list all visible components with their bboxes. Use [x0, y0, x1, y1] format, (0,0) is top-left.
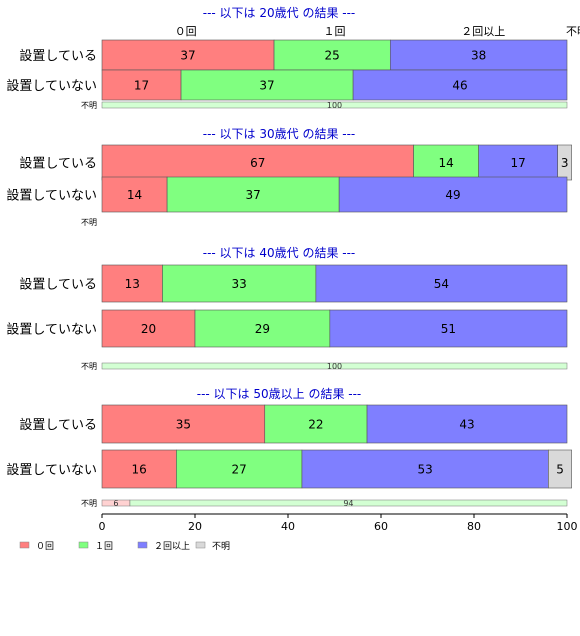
data-label: 13 — [125, 277, 140, 291]
data-label: 35 — [176, 418, 191, 432]
bar-segment — [264, 404, 368, 444]
bar-segment — [101, 309, 196, 348]
bar-segment — [162, 264, 317, 303]
bar-segment — [101, 449, 177, 489]
top-category-label: 不明 — [566, 25, 580, 38]
unknown-bar-segment — [101, 101, 568, 109]
data-label: 22 — [308, 418, 323, 432]
data-label: 14 — [438, 156, 453, 170]
bar-segment — [101, 144, 414, 181]
row-label: 設置していない — [6, 462, 97, 478]
legend-swatch — [137, 541, 148, 549]
panel-title: --- 以下は 20歳代 の結果 --- — [203, 6, 356, 20]
bar-segment — [548, 449, 572, 489]
bar-segment — [101, 404, 266, 444]
bar-segment — [413, 144, 479, 181]
row-label: 設置している — [19, 277, 97, 293]
x-tick-label: 40 — [281, 520, 295, 533]
data-label: 49 — [445, 188, 460, 202]
row-label: 設置していない — [6, 188, 97, 204]
data-label: 37 — [259, 79, 274, 93]
data-label: 67 — [250, 156, 265, 170]
bar-segment — [273, 39, 391, 71]
bar-segment — [194, 309, 331, 348]
legend-label: ２回以上 — [154, 541, 190, 552]
top-category-label: ２回以上 — [461, 25, 505, 38]
data-label: 16 — [132, 463, 147, 477]
data-label: 29 — [255, 322, 270, 336]
legend-label: １回 — [95, 541, 113, 552]
bar-segment — [101, 69, 182, 101]
panel-title: --- 以下は 40歳代 の結果 --- — [203, 246, 356, 260]
bar-segment — [101, 39, 275, 71]
unknown-data-label: 6 — [113, 499, 118, 508]
panel-title: --- 以下は 30歳代 の結果 --- — [203, 127, 356, 141]
bar-segment — [101, 176, 168, 213]
top-category-label: １回 — [324, 25, 346, 38]
data-label: 20 — [141, 322, 156, 336]
legend-swatch — [19, 541, 30, 549]
bar-segment — [176, 449, 303, 489]
x-tick-label: 60 — [374, 520, 388, 533]
bar-segment — [352, 69, 568, 101]
bar-segment — [366, 404, 568, 444]
row-label: 設置している — [19, 48, 97, 64]
unknown-data-label: 100 — [327, 362, 342, 371]
unknown-data-label: 94 — [343, 499, 353, 508]
bar-segment — [329, 309, 568, 348]
row-label: 設置している — [19, 417, 97, 433]
unknown-row-label: 不明 — [81, 218, 97, 227]
bar-segment — [315, 264, 568, 303]
bar-segment — [478, 144, 558, 181]
data-label: 54 — [434, 277, 449, 291]
bar-segment — [180, 69, 354, 101]
unknown-row-label: 不明 — [81, 101, 97, 110]
data-label: 53 — [418, 463, 433, 477]
data-label: 27 — [232, 463, 247, 477]
panel-title: --- 以下は 50歳以上 の結果 --- — [197, 387, 362, 401]
row-label: 設置している — [19, 156, 97, 172]
legend-swatch — [195, 541, 206, 549]
row-label: 設置していない — [6, 78, 97, 94]
bar-segment — [389, 39, 568, 71]
data-label: 14 — [127, 188, 142, 202]
unknown-bar-segment — [101, 362, 568, 370]
data-label: 25 — [325, 49, 340, 63]
legend-label: 不明 — [212, 541, 230, 552]
data-label: 17 — [134, 79, 149, 93]
legend-swatch — [78, 541, 89, 549]
data-label: 37 — [180, 49, 195, 63]
top-category-label: ０回 — [175, 25, 197, 38]
row-label: 設置していない — [6, 322, 97, 338]
x-tick-label: 80 — [467, 520, 481, 533]
unknown-data-label: 100 — [327, 101, 342, 110]
data-label: 38 — [471, 49, 486, 63]
data-label: 5 — [556, 463, 564, 477]
data-label: 43 — [459, 418, 474, 432]
legend-label: ０回 — [36, 541, 54, 552]
data-label: 3 — [561, 156, 569, 170]
bar-segment — [166, 176, 340, 213]
x-tick-label: 100 — [557, 520, 578, 533]
bar-segment — [338, 176, 568, 213]
data-label: 46 — [452, 79, 467, 93]
x-tick-label: 0 — [99, 520, 106, 533]
unknown-row-label: 不明 — [81, 362, 97, 371]
data-label: 37 — [245, 188, 260, 202]
data-label: 33 — [232, 277, 247, 291]
data-label: 17 — [511, 156, 526, 170]
data-label: 51 — [441, 322, 456, 336]
unknown-bar-segment — [129, 499, 568, 507]
unknown-row-label: 不明 — [81, 499, 97, 508]
x-tick-label: 20 — [188, 520, 202, 533]
